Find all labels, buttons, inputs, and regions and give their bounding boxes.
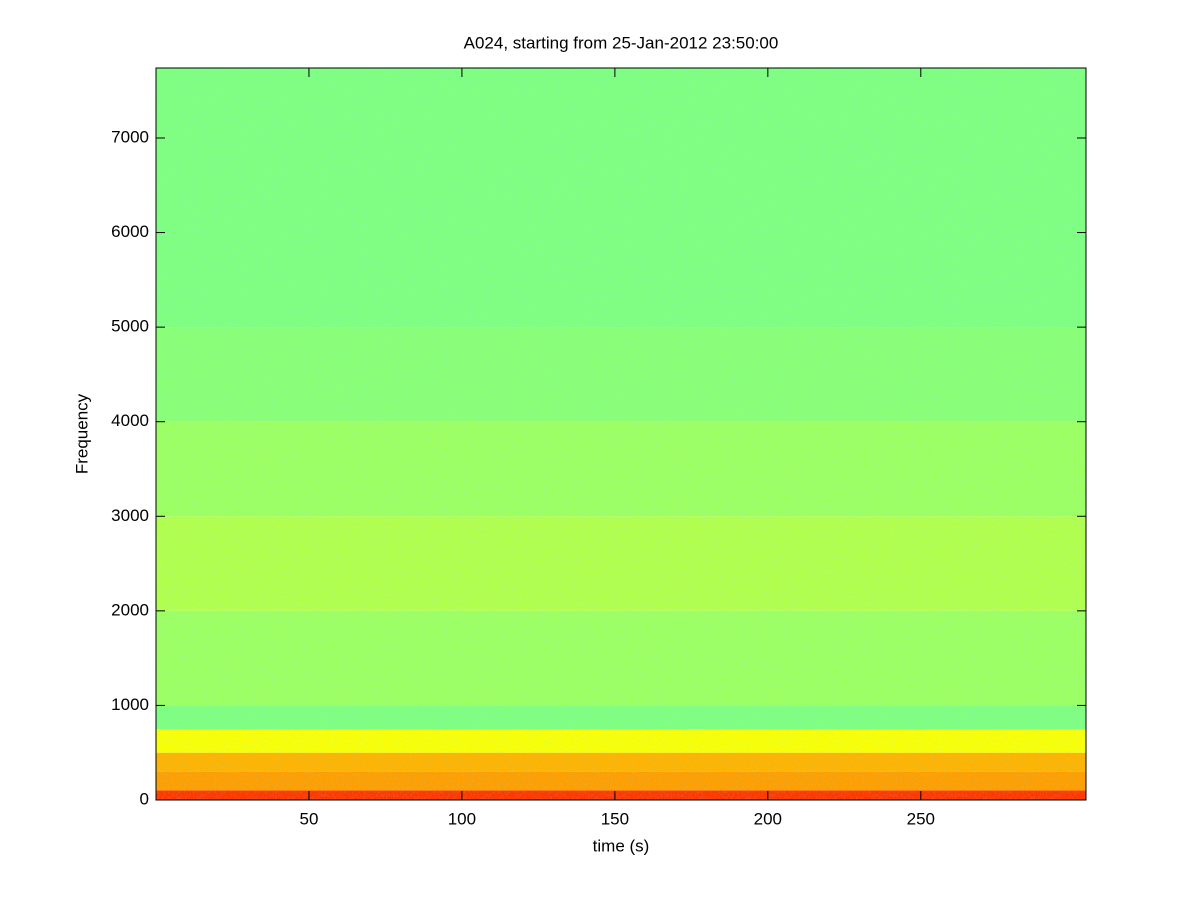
noise-texture	[156, 68, 1086, 800]
chart-title: A024, starting from 25-Jan-2012 23:50:00	[464, 33, 779, 52]
x-tick-label: 250	[907, 809, 935, 828]
x-tick-label: 200	[754, 809, 782, 828]
y-tick-label: 3000	[111, 506, 149, 525]
y-tick-label: 7000	[111, 127, 149, 146]
x-axis-label: time (s)	[593, 836, 650, 855]
y-axis-label: Frequency	[72, 393, 91, 474]
y-tick-label: 1000	[111, 695, 149, 714]
y-tick-label: 6000	[111, 222, 149, 241]
x-tick-label: 50	[299, 809, 318, 828]
y-tick-label: 4000	[111, 411, 149, 430]
plot-frame	[155, 67, 1087, 801]
y-tick-label: 2000	[111, 600, 149, 619]
y-tick-label: 0	[140, 789, 149, 808]
y-tick-label: 5000	[111, 317, 149, 336]
x-tick-label: 150	[601, 809, 629, 828]
x-tick-label: 100	[448, 809, 476, 828]
